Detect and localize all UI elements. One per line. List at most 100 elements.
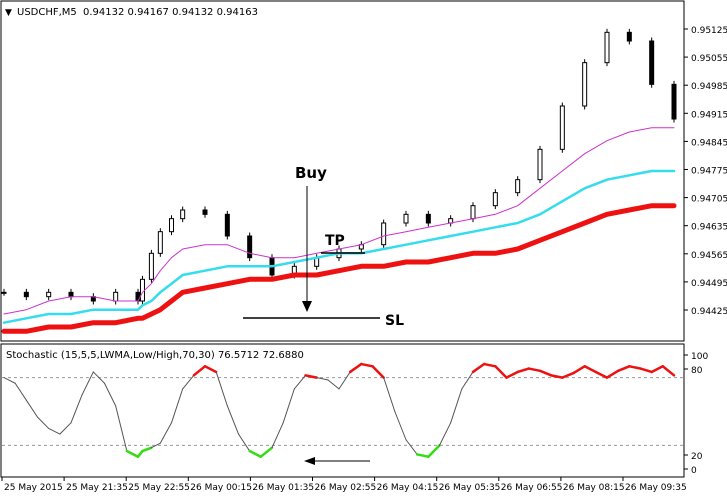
stochastic-oversold-segment xyxy=(125,449,140,458)
chevron-down-icon[interactable]: ▼ xyxy=(5,8,12,18)
stochastic-segment xyxy=(316,377,329,381)
stochastic-overbought-segment xyxy=(192,365,207,377)
stochastic-overbought-segment xyxy=(572,365,586,375)
stochastic-panel-frame xyxy=(0,343,685,478)
stochastic-segment xyxy=(293,374,306,390)
stochastic-oversold-segment xyxy=(259,446,274,458)
stochastic-overbought-segment xyxy=(605,369,620,379)
stochastic-overbought-segment xyxy=(628,365,642,370)
stochastic-segment xyxy=(81,371,94,396)
time-tick-label: 25 May 2015 xyxy=(4,483,63,493)
slow-ma-line xyxy=(1,203,677,334)
stochastic-segment xyxy=(327,379,340,390)
stochastic-segment xyxy=(104,382,117,407)
stochastic-overbought-segment xyxy=(360,362,374,368)
price-tick-label: 0.94495 xyxy=(691,279,727,289)
candle-body xyxy=(157,231,163,254)
time-tick-label: 26 May 09:35 xyxy=(625,483,687,493)
stochastic-segment xyxy=(226,405,239,435)
price-tick-label: 0.95055 xyxy=(691,54,727,64)
stochastic-segment xyxy=(70,394,83,424)
fast-ma-line xyxy=(3,127,675,315)
level-tick-label: 0 xyxy=(691,466,697,476)
stochastic-overbought-segment xyxy=(471,362,486,374)
time-tick-label: 26 May 05:35 xyxy=(439,483,501,493)
time-tick-label: 26 May 01:35 xyxy=(252,483,314,493)
stochastic-segment xyxy=(59,422,72,435)
candle-body xyxy=(470,205,476,220)
stochastic-overbought-segment xyxy=(348,362,363,374)
candle-body xyxy=(559,105,565,150)
price-tick-label: 0.94845 xyxy=(691,138,727,148)
time-tick-label: 26 May 08:15 xyxy=(563,483,625,493)
candle-body xyxy=(582,62,588,107)
candle-body xyxy=(113,291,119,302)
stochastic-overbought-segment xyxy=(482,362,497,368)
candle-body xyxy=(537,148,543,181)
candle-body xyxy=(180,209,186,220)
candle-body xyxy=(671,83,677,120)
stochastic-segment xyxy=(14,382,27,401)
buy-arrow-head xyxy=(302,301,312,312)
quote-values: 0.94132 0.94167 0.94132 0.94163 xyxy=(83,7,258,18)
candle-body xyxy=(492,192,498,207)
symbol-label: USDCHF,M5 xyxy=(17,7,77,18)
stochastic-overbought-segment xyxy=(549,374,564,379)
stochastic-segment xyxy=(37,416,50,429)
time-tick-label: 26 May 02:55 xyxy=(315,483,377,493)
candle-body xyxy=(139,278,145,302)
stochastic-overbought-segment xyxy=(203,365,218,374)
stochastic-overbought-segment xyxy=(639,367,653,374)
candle-body xyxy=(202,209,208,215)
stochastic-overbought-segment xyxy=(371,365,385,379)
stochastic-oversold-segment xyxy=(427,444,441,458)
candle-body xyxy=(381,222,387,246)
candle-body xyxy=(1,291,7,294)
candle-body xyxy=(68,291,74,298)
candle-body xyxy=(515,179,521,194)
time-tick-label: 26 May 04:15 xyxy=(377,483,439,493)
candle-body xyxy=(148,252,154,280)
candle-body xyxy=(224,213,230,237)
time-tick-label: 25 May 21:35 xyxy=(66,483,128,493)
signal-arrow-head xyxy=(304,457,315,465)
candle-body xyxy=(46,291,52,298)
stochastic-segment xyxy=(450,388,463,424)
stochastic-segment xyxy=(150,442,161,449)
stochastic-oversold-segment xyxy=(141,446,153,453)
candle-body xyxy=(247,235,253,259)
price-tick-label: 0.94635 xyxy=(691,223,727,233)
stochastic-segment xyxy=(338,371,351,390)
stochastic-overbought-segment xyxy=(505,370,519,379)
candle-body xyxy=(604,31,610,64)
stochastic-overbought-segment xyxy=(661,365,676,377)
stochastic-overbought-segment xyxy=(616,365,631,373)
time-tick-label: 25 May 22:55 xyxy=(128,483,190,493)
time-tick-label: 26 May 06:55 xyxy=(501,483,563,493)
stochastic-overbought-segment xyxy=(527,367,542,373)
stochastic-segment xyxy=(383,377,396,412)
stochastic-segment xyxy=(3,377,16,384)
buy-label: Buy xyxy=(295,164,327,182)
stochastic-segment xyxy=(394,411,407,441)
stochastic-overbought-segment xyxy=(561,371,575,379)
candle-body xyxy=(626,31,632,42)
price-tick-label: 0.95125 xyxy=(691,26,727,36)
stochastic-segment xyxy=(215,371,228,407)
sl-label: SL xyxy=(385,313,404,329)
stochastic-overbought-segment xyxy=(650,365,665,374)
stochastic-segment xyxy=(25,399,38,418)
stochastic-overbought-segment xyxy=(494,365,508,379)
stochastic-overbought-segment xyxy=(516,367,531,374)
stochastic-segment xyxy=(405,439,418,455)
stochastic-overbought-segment xyxy=(594,370,609,379)
stochastic-segment xyxy=(271,422,284,449)
stochastic-segment xyxy=(461,371,474,390)
level-tick-label: 100 xyxy=(691,352,708,362)
stochastic-segment xyxy=(282,388,295,424)
candle-body xyxy=(23,291,29,298)
stochastic-overbought-segment xyxy=(583,365,598,374)
candle-body xyxy=(649,40,655,85)
